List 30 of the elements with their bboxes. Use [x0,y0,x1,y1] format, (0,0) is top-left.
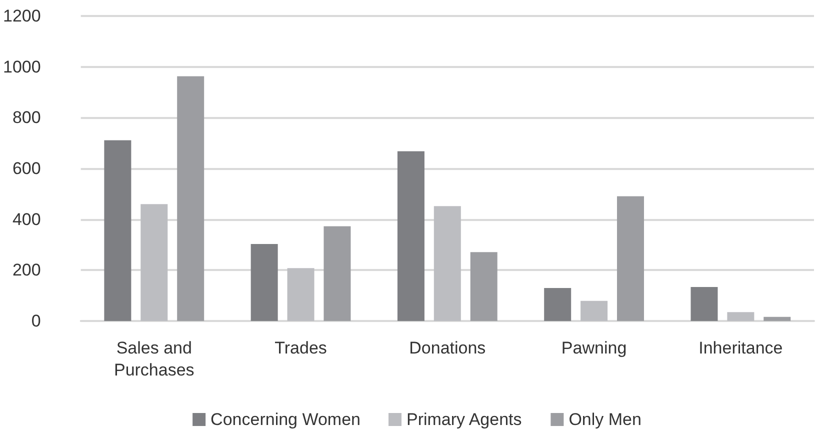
bar [287,268,314,321]
bar [434,206,461,321]
y-tick-label: 400 [12,210,41,229]
x-tick-label: Pawning [561,338,627,358]
bar [580,300,608,321]
y-tick-label: 1000 [2,57,41,76]
y-tick-label: 200 [12,260,41,280]
bar [544,288,572,321]
bar [470,252,498,321]
bar [764,316,791,321]
bar [104,140,132,321]
bar [140,204,168,321]
x-tick-label: Sales and Purchases [114,338,194,380]
legend-label: Concerning Women [210,410,360,429]
y-tick-label: 0 [31,312,41,330]
bar [616,196,644,321]
bar [690,286,718,321]
bar [177,76,204,321]
y-tick-label: 600 [12,159,41,178]
x-tick-label: Trades [274,338,327,358]
x-tick-label: Donations [409,338,486,358]
y-tick-label: 800 [12,108,41,128]
x-tick-label: Inheritance [698,338,783,358]
y-tick-label: 1200 [2,6,41,26]
bar [250,244,278,321]
bar [324,226,351,321]
legend-label: Only Men [568,410,642,429]
bar [727,312,754,321]
legend-label: Primary Agents [406,410,522,429]
bar [397,151,424,321]
